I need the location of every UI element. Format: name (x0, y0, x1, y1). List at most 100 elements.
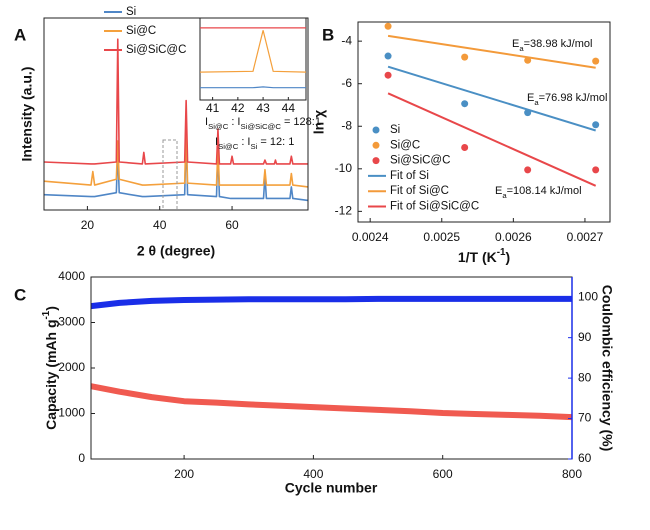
fit-line (387, 92, 597, 187)
panel-label: B (322, 25, 334, 44)
annotation-part: Si@SiC@C (241, 122, 282, 131)
zoom-region (162, 139, 178, 211)
x-axis-label: 1/T (K-1) (458, 247, 510, 265)
legend-marker (372, 141, 380, 149)
fit-line (387, 34, 596, 69)
annotation-part: : I (238, 136, 250, 148)
y-axis-label-part: ) (43, 306, 59, 311)
legend-label: Si@SiC@C (126, 44, 186, 56)
x-tick-label: 200 (174, 467, 194, 481)
x-tick-label: 0.0027 (567, 230, 604, 244)
y-tick-label: -12 (335, 204, 353, 218)
legend-marker (372, 126, 380, 134)
annotation-part: a (502, 191, 507, 200)
legend-label: Si@C (390, 139, 420, 151)
y-tick-label: 2000 (58, 360, 85, 374)
legend-label: Si@SiC@C (390, 155, 450, 167)
y-axis-label: Capacity (mAh g-1) (41, 306, 59, 430)
data-point (384, 52, 392, 60)
y-tick-label: -8 (341, 118, 352, 132)
annotation-part: =108.14 kJ/mol (507, 185, 582, 197)
x-tick-label: 40 (153, 218, 167, 232)
data-line (43, 128, 309, 188)
y2-tick-label: 90 (578, 330, 592, 344)
y-axis-label-part: Capacity (mAh g (43, 319, 59, 429)
annotation-part: E (527, 92, 534, 104)
fit-line (387, 65, 596, 132)
data-point (592, 121, 600, 129)
legend-label: Si@C (126, 25, 156, 37)
x-tick-label: 400 (303, 467, 323, 481)
data-point (461, 100, 469, 108)
legend-label: Si (390, 124, 400, 136)
annotation-part: E (495, 185, 502, 197)
x-tick-label: 0.0025 (423, 230, 460, 244)
annotation: ISi@C : ISi = 12: 1 (215, 136, 294, 151)
annotation: Ea=76.98 kJ/mol (527, 92, 607, 107)
data-line (90, 295, 572, 310)
inset-line (200, 86, 306, 89)
y2-tick-label: 70 (578, 411, 592, 425)
plot-frame (43, 17, 309, 211)
inset-frame (199, 17, 307, 101)
y2-tick-label: 80 (578, 370, 592, 384)
data-point (592, 166, 600, 174)
y2-tick-label: 60 (578, 451, 592, 465)
panel-label: C (14, 285, 26, 304)
annotation-part: a (519, 44, 524, 53)
y-tick-label: 4000 (58, 269, 85, 283)
legend-marker (372, 157, 380, 165)
legend-label: Fit of Si@SiC@C (390, 201, 479, 213)
legend-label: Fit of Si (390, 170, 429, 182)
plot-frame (357, 21, 611, 223)
y-tick-label: 3000 (58, 315, 85, 329)
annotation-part: = 12: 1 (257, 136, 294, 148)
y-axis-label: Intensity (a.u.) (19, 67, 35, 162)
annotation-part: E (512, 38, 519, 50)
annotation-part: =76.98 kJ/mol (539, 92, 608, 104)
x-axis-label-part: -1 (497, 247, 506, 258)
y-tick-label: -10 (335, 161, 353, 175)
inset-line (199, 30, 307, 73)
x-axis-label-part: 1/T (K (458, 249, 497, 265)
x-tick-label: 0.0026 (495, 230, 532, 244)
inset-x-tick-label: 42 (231, 101, 245, 115)
legend-label: Si (126, 6, 136, 18)
panel-label: A (14, 25, 26, 44)
y-axis-label: ln χ (311, 110, 327, 134)
inset-x-tick-label: 41 (206, 101, 220, 115)
x-axis-label-part: ) (505, 249, 510, 265)
data-point (592, 57, 600, 65)
legend-label: Fit of Si@C (390, 185, 449, 197)
annotation-part: = 128:1 (281, 116, 321, 128)
y-axis-label-part: -1 (41, 310, 52, 319)
data-line (43, 38, 308, 165)
annotation-part: I (205, 116, 208, 128)
inset-x-tick-label: 43 (256, 101, 270, 115)
x-axis-label: Cycle number (285, 480, 378, 496)
y-tick-label: -6 (341, 76, 352, 90)
annotation: Ea=108.14 kJ/mol (495, 185, 582, 200)
y2-tick-label: 100 (578, 289, 598, 303)
x-tick-label: 60 (225, 218, 239, 232)
annotation-part: a (534, 98, 539, 107)
plot-frame (90, 276, 573, 460)
data-point (384, 71, 392, 79)
annotation-part: I (215, 136, 218, 148)
y-tick-label: 1000 (58, 406, 85, 420)
y-tick-label: -4 (341, 33, 352, 47)
data-point (384, 22, 392, 30)
data-point (461, 53, 469, 61)
data-point (524, 166, 532, 174)
annotation-part: Si@C (218, 142, 239, 151)
x-tick-label: 20 (81, 218, 95, 232)
data-point (461, 144, 469, 152)
annotation-part: =38.98 kJ/mol (524, 38, 593, 50)
annotation-part: Si (251, 142, 258, 151)
annotation-part: Si@C (208, 122, 229, 131)
inset-x-tick-label: 44 (282, 101, 296, 115)
x-tick-label: 800 (562, 467, 582, 481)
annotation: ISi@C : ISi@SiC@C = 128:1 (205, 116, 321, 131)
x-axis-label: 2 θ (degree) (137, 243, 215, 259)
